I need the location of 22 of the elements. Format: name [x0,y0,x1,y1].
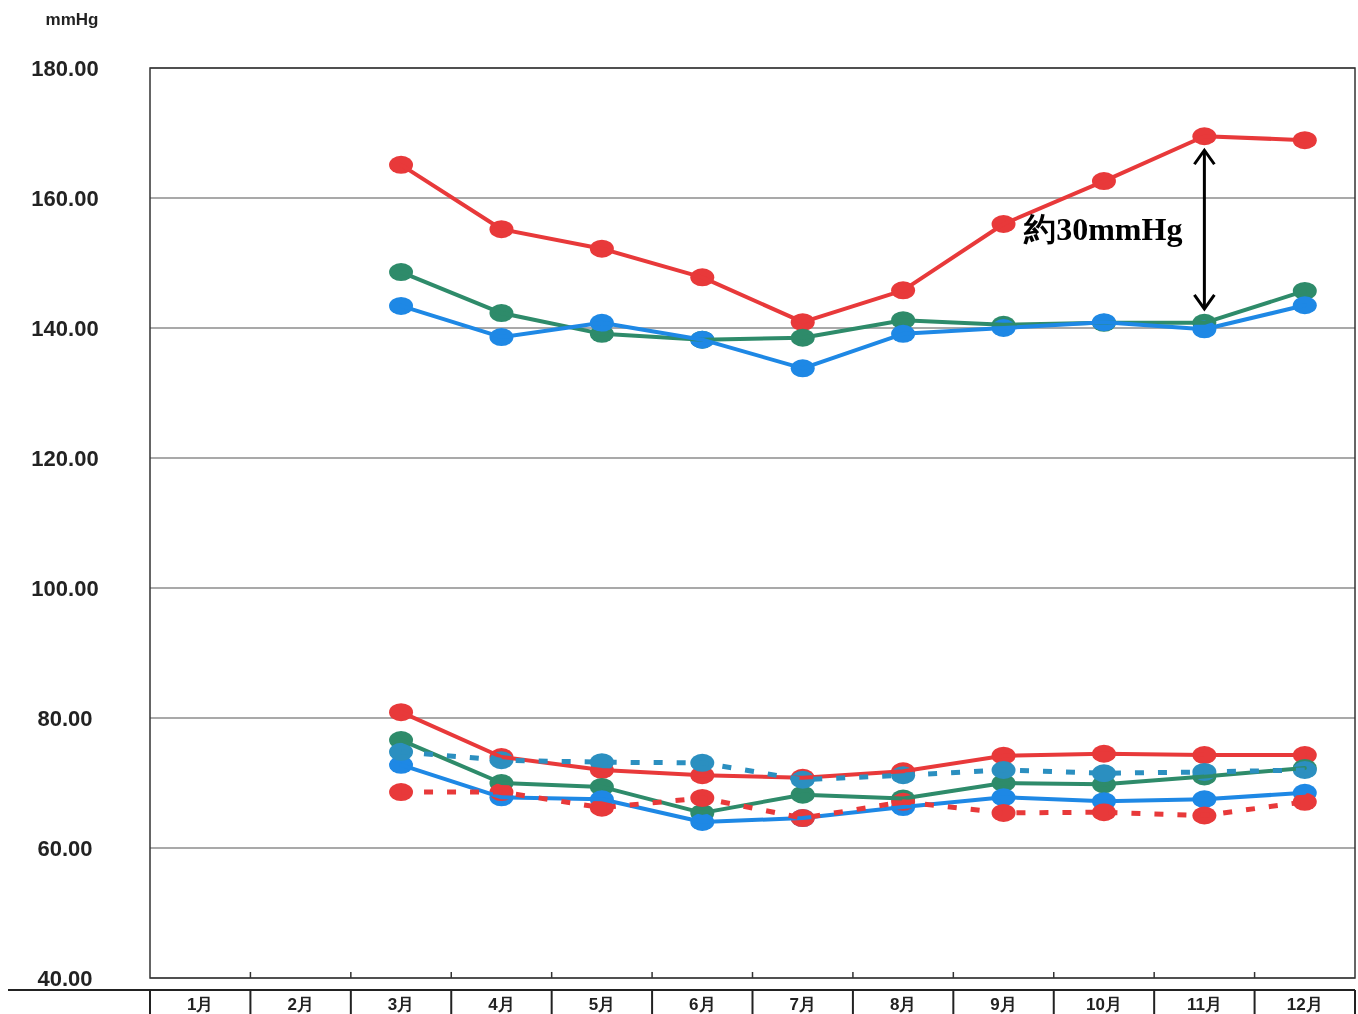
y-tick-label: 180.00 [31,56,99,81]
x-tick-label: 12月 [1286,995,1323,1014]
x-tick-label: 2月 [287,995,314,1014]
x-tick-label: 1月 [186,995,214,1014]
x-tick-label: 5月 [588,995,616,1014]
y-tick-label: 100.00 [31,576,99,601]
x-tick-label: 3月 [387,995,415,1014]
y-tick-label: 140.00 [31,316,99,341]
annotation: 約30mmHg [1023,210,1183,247]
x-tick-label: 8月 [889,995,917,1014]
x-tick-label: 7月 [789,995,816,1014]
y-axis-title: mmHg [45,10,99,29]
x-tick-label: 11月 [1186,995,1222,1014]
y-tick-label: 160.00 [31,186,99,211]
y-tick-label: 120.00 [31,446,99,471]
x-tick-label: 6月 [689,995,716,1014]
x-tick-label: 10月 [1086,995,1122,1014]
y-tick-label: 80.00 [37,706,93,731]
x-tick-label: 4月 [488,995,515,1014]
y-tick-label: 40.00 [37,966,93,991]
x-tick-label: 9月 [990,995,1017,1014]
y-tick-label: 60.00 [37,836,93,861]
